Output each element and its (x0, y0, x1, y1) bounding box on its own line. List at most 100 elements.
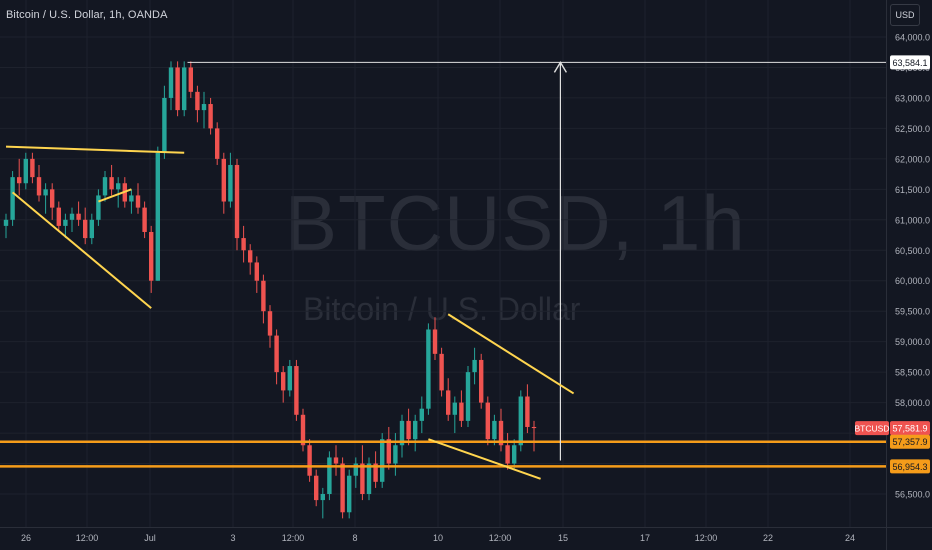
candle (505, 433, 510, 470)
candle (17, 158, 22, 196)
trendline (98, 188, 132, 203)
candle-body (300, 414, 306, 446)
candle-body (432, 329, 438, 354)
x-tick-label: 15 (558, 533, 568, 543)
candle-body (353, 463, 358, 476)
candle (281, 366, 286, 403)
y-tick-label: 59,500.0 (895, 307, 930, 317)
candle-body (69, 213, 75, 220)
candle (485, 396, 490, 446)
candle-body (498, 420, 504, 446)
candle-body (366, 463, 372, 494)
y-tick-label: 63,000.0 (895, 93, 930, 103)
chart-title: Bitcoin / U.S. Dollar, 1h, OANDA (6, 9, 168, 21)
candle-body (399, 420, 405, 446)
candle-body (340, 463, 345, 513)
candle (399, 414, 405, 458)
candle (366, 457, 372, 501)
candle (215, 122, 220, 165)
candle-body (459, 402, 464, 421)
candle (43, 183, 48, 214)
candle-body (465, 372, 471, 421)
candle (300, 408, 306, 452)
candle (360, 445, 365, 501)
candle (267, 305, 273, 348)
candle (201, 91, 207, 129)
candle-body (413, 420, 418, 440)
candle-body (492, 420, 497, 440)
candle (228, 152, 233, 208)
trendline (428, 438, 541, 480)
candle (294, 359, 299, 421)
candle-body (221, 158, 226, 202)
candle (340, 457, 345, 519)
candle (386, 426, 391, 470)
candle-body (512, 445, 517, 464)
candle (30, 152, 35, 184)
trendline (11, 191, 152, 309)
y-tick-label: 59,000.0 (895, 337, 930, 347)
candle (188, 61, 193, 98)
candle-body (360, 463, 365, 494)
x-tick-label: 3 (230, 533, 235, 543)
candle-body (17, 177, 22, 184)
y-tick-label: 58,500.0 (895, 368, 930, 378)
support-price-label: 56,954.3 (892, 462, 927, 472)
candle (406, 408, 411, 446)
candle (472, 347, 477, 385)
y-tick-label: 56,500.0 (895, 490, 930, 500)
candle-body (234, 164, 240, 239)
candle-body (274, 335, 279, 373)
candle (182, 61, 187, 117)
candle-body (116, 183, 121, 190)
support-price-label: 57,357.9 (892, 437, 927, 447)
watermark-symbol: BTCUSD, 1h (285, 179, 746, 267)
candle (498, 408, 504, 452)
last-price-label-bg (890, 421, 930, 436)
y-tick-label: 61,000.0 (895, 215, 930, 225)
candle (234, 158, 240, 251)
candle-body (479, 359, 484, 403)
candle-body (135, 195, 141, 208)
candle-body (10, 177, 15, 220)
candle (465, 366, 471, 427)
candle-body (175, 67, 180, 111)
candle (307, 439, 312, 482)
candle (274, 329, 279, 385)
candle (287, 359, 292, 397)
candle (254, 256, 259, 293)
candle (23, 152, 28, 190)
y-tick-label: 62,500.0 (895, 124, 930, 134)
symbol-tag-label: BTCUSD (855, 424, 890, 434)
candle-body (320, 494, 325, 501)
candle-body (96, 195, 101, 220)
candle-body (505, 445, 510, 464)
candle-body (215, 128, 220, 159)
y-tick-label: 62,000.0 (895, 154, 930, 164)
candle-body (83, 219, 88, 239)
candle (102, 171, 108, 202)
y-tick-label: 60,500.0 (895, 246, 930, 256)
candle (175, 61, 180, 117)
candle (439, 347, 444, 397)
candle (426, 323, 431, 415)
candle (241, 225, 246, 263)
candle (353, 457, 358, 488)
candle-body (23, 158, 28, 184)
candle-body (208, 104, 213, 129)
currency-selector[interactable]: USD (890, 4, 920, 26)
candle (492, 414, 497, 446)
support-price-label-bg (890, 459, 930, 474)
candle-body (3, 219, 9, 226)
candle (531, 420, 537, 452)
candle-body (446, 390, 451, 415)
candle-body (129, 195, 134, 202)
candle-body (155, 152, 160, 281)
candle-body (43, 189, 48, 196)
candle-body (373, 463, 378, 482)
candle-body (281, 372, 286, 391)
candle-body (426, 329, 431, 409)
candle (195, 85, 200, 123)
